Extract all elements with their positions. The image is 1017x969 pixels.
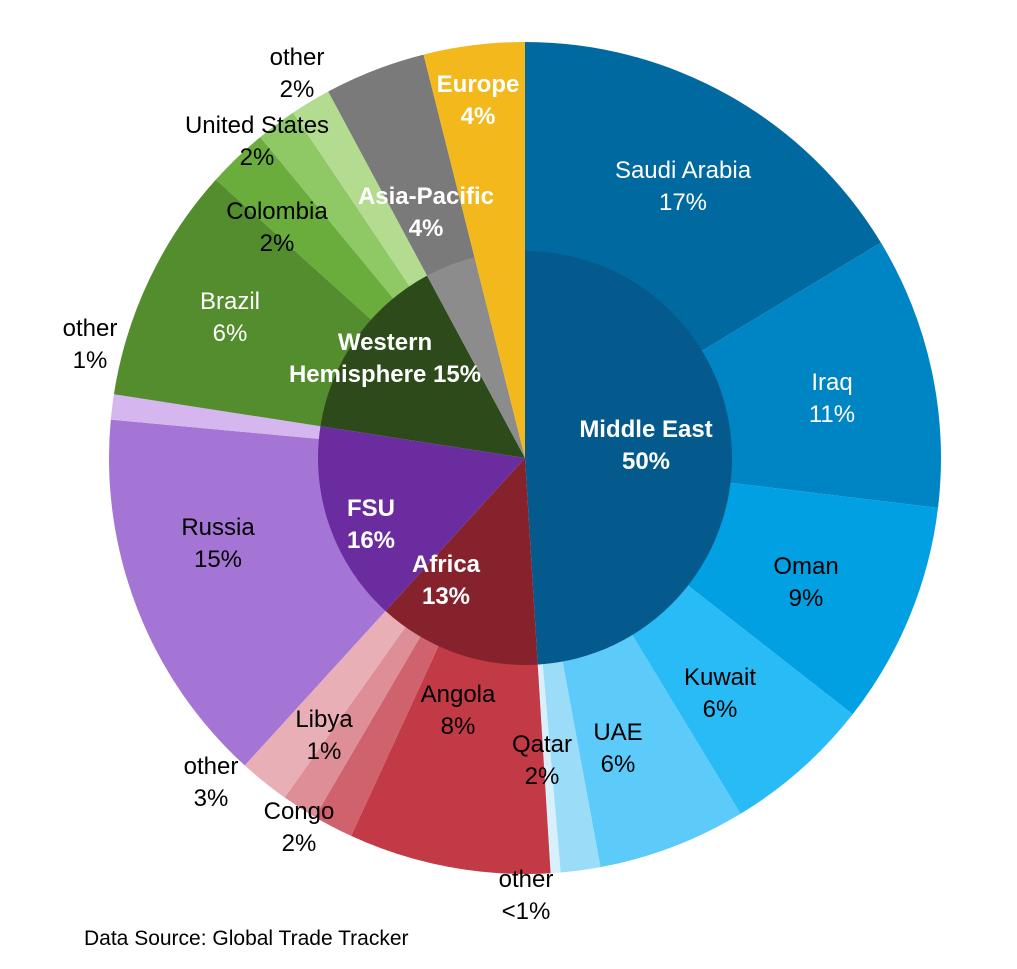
- label-ap-line-1: Asia-Pacific: [358, 183, 494, 210]
- label-oman: Oman 9%: [773, 553, 838, 612]
- slice-colombia: [215, 137, 394, 321]
- label-uae: UAE 6%: [593, 719, 642, 778]
- slice-wh: [320, 275, 525, 458]
- slice-russia: [108, 419, 387, 766]
- label-fsu_other: other 1%: [63, 315, 118, 374]
- label-colombia-line-2: 2%: [260, 230, 295, 257]
- label-angola-line-2: 8%: [441, 713, 476, 740]
- label-iraq: Iraq 11%: [809, 369, 855, 428]
- label-russia-line-1: Russia: [181, 514, 255, 541]
- label-angola-line-1: Angola: [421, 681, 496, 708]
- label-saudi: Saudi Arabia 17%: [615, 157, 752, 216]
- label-uae-line-1: UAE: [593, 719, 642, 746]
- label-wh-line-1: Western: [338, 329, 432, 356]
- label-oman-line-1: Oman: [773, 553, 838, 580]
- slice-af: [385, 458, 538, 665]
- label-me-line-1: Middle East: [579, 416, 712, 443]
- label-kuwait-line-2: 6%: [703, 696, 738, 723]
- slice-iraq: [701, 242, 941, 508]
- slice-libya: [284, 626, 421, 817]
- slice-fsu_other: [110, 394, 322, 439]
- inner-ring: [317, 251, 732, 665]
- label-eu-line-1: Europe: [437, 71, 520, 98]
- label-ap-line-2: 4%: [409, 215, 444, 242]
- slice-oman: [687, 482, 938, 715]
- slice-me: [525, 251, 732, 665]
- label-fsu_other-line-1: other: [63, 315, 118, 342]
- label-congo-line-1: Congo: [264, 798, 335, 825]
- label-angola: Angola 8%: [421, 681, 496, 740]
- labels: Saudi Arabia 17% Iraq 11% Oman 9% Kuwait 6% UAE 6…: [63, 44, 855, 925]
- label-ap_other: other 2%: [270, 44, 325, 103]
- slice-uae: [562, 634, 741, 868]
- label-brazil: Brazil 6%: [200, 288, 260, 347]
- slice-af_other: [244, 610, 406, 798]
- label-af: Africa 13%: [412, 551, 481, 610]
- label-libya: Libya 1%: [295, 706, 353, 765]
- label-saudi-line-1: Saudi Arabia: [615, 157, 752, 184]
- label-ap: Asia-Pacific 4%: [358, 183, 494, 242]
- label-kuwait-line-1: Kuwait: [684, 664, 756, 691]
- label-us-line-1: United States: [185, 112, 329, 139]
- label-fsu: FSU 16%: [347, 495, 395, 554]
- label-brazil-line-1: Brazil: [200, 288, 260, 315]
- slice-ap_other: [328, 54, 475, 277]
- label-us: United States 2%: [185, 112, 329, 171]
- label-russia: Russia 15%: [181, 514, 255, 573]
- label-af_other-line-2: 3%: [194, 785, 229, 812]
- label-us-line-2: 2%: [240, 144, 275, 171]
- label-wh: Western Hemisphere 15%: [289, 329, 481, 388]
- label-eu: Europe 4%: [437, 71, 520, 130]
- slice-brazil: [113, 179, 372, 427]
- label-fsu-line-1: FSU: [347, 495, 395, 522]
- label-qatar-line-2: 2%: [525, 763, 560, 790]
- label-af-line-2: 13%: [422, 583, 470, 610]
- label-kuwait: Kuwait 6%: [684, 664, 756, 723]
- label-af_other: other 3%: [184, 753, 239, 812]
- label-af-line-1: Africa: [412, 551, 481, 578]
- label-ap_other-line-2: 2%: [280, 76, 315, 103]
- slice-fsu: [317, 426, 525, 611]
- label-fsu_other-line-2: 1%: [73, 347, 108, 374]
- label-me-line-2: 50%: [622, 448, 670, 475]
- label-libya-line-1: Libya: [295, 706, 353, 733]
- data-source-note: Data Source: Global Trade Tracker: [84, 927, 409, 950]
- slice-us: [260, 112, 411, 300]
- label-me_other-line-1: other: [499, 866, 554, 893]
- label-me_other: other <1%: [499, 866, 554, 925]
- label-iraq-line-1: Iraq: [811, 369, 852, 396]
- slice-ap: [427, 257, 525, 458]
- slice-congo: [314, 635, 439, 836]
- slice-angola: [351, 645, 551, 874]
- slice-wh_rest: [293, 91, 428, 287]
- label-af_other-line-1: other: [184, 753, 239, 780]
- label-me: Middle East 50%: [579, 416, 712, 475]
- label-libya-line-2: 1%: [307, 738, 342, 765]
- label-brazil-line-2: 6%: [213, 320, 248, 347]
- slice-eu_all: [423, 42, 525, 259]
- label-fsu-line-2: 16%: [347, 527, 395, 554]
- label-oman-line-2: 9%: [789, 585, 824, 612]
- label-congo: Congo 2%: [264, 798, 335, 857]
- label-russia-line-2: 15%: [194, 546, 242, 573]
- slice-saudi: [525, 42, 881, 352]
- label-iraq-line-2: 11%: [809, 401, 855, 428]
- label-wh-line-2: Hemisphere 15%: [289, 361, 481, 388]
- label-congo-line-2: 2%: [282, 830, 317, 857]
- slice-qatar: [542, 660, 601, 873]
- label-me_other-line-2: <1%: [502, 898, 551, 925]
- outer-ring: [108, 42, 941, 874]
- slice-me_other: [537, 663, 561, 874]
- label-eu-line-2: 4%: [461, 103, 496, 130]
- slice-eu: [474, 251, 525, 458]
- label-qatar-line-1: Qatar: [512, 731, 572, 758]
- label-uae-line-2: 6%: [601, 751, 636, 778]
- label-ap_other-line-1: other: [270, 44, 325, 71]
- label-saudi-line-2: 17%: [659, 189, 707, 216]
- slice-kuwait: [631, 584, 853, 814]
- label-colombia-line-1: Colombia: [226, 198, 328, 225]
- label-qatar: Qatar 2%: [512, 731, 572, 790]
- label-colombia: Colombia 2%: [226, 198, 328, 257]
